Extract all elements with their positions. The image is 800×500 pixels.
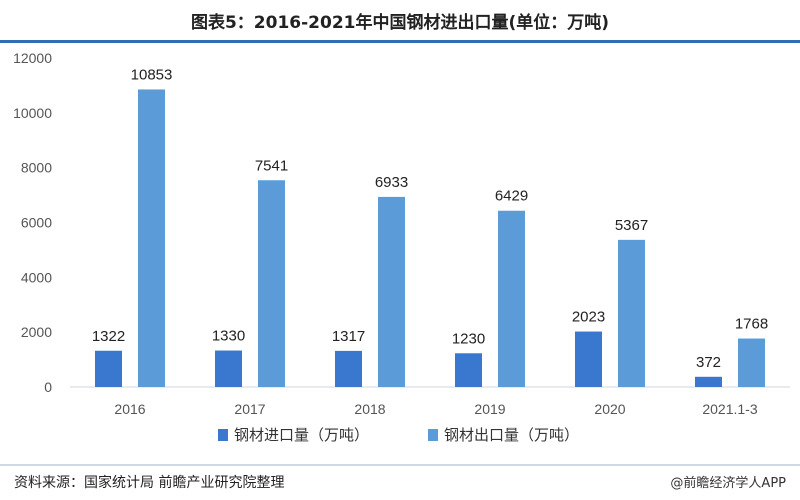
y-tick-label: 2000	[21, 324, 52, 340]
export-bar	[738, 338, 765, 387]
export-value-label: 1768	[735, 316, 768, 333]
y-tick-label: 0	[44, 379, 52, 395]
x-tick-label: 2017	[234, 401, 265, 417]
import-bar	[215, 350, 242, 387]
export-value-label: 10853	[131, 66, 173, 83]
export-bar	[138, 89, 165, 388]
y-tick-label: 6000	[21, 215, 52, 231]
export-bar	[378, 196, 405, 387]
import-value-label: 1317	[332, 328, 365, 345]
export-value-label: 6933	[375, 174, 408, 191]
title-divider	[0, 40, 800, 43]
y-tick-label: 8000	[21, 160, 52, 176]
credit-note: @前瞻经济学人APP	[670, 476, 786, 491]
export-value-label: 7541	[255, 157, 288, 174]
legend-label: 钢材进口量（万吨）	[234, 426, 369, 444]
chart-title: 图表5：2016-2021年中国钢材进出口量(单位：万吨)	[190, 12, 610, 33]
import-value-label: 1230	[452, 330, 485, 347]
export-value-label: 6429	[495, 188, 528, 205]
import-value-label: 2023	[572, 309, 605, 326]
x-tick-label: 2019	[474, 401, 505, 417]
import-bar	[335, 350, 362, 387]
y-tick-label: 12000	[13, 50, 52, 66]
export-bar	[258, 180, 285, 387]
export-bar	[498, 210, 525, 387]
import-bar	[575, 331, 602, 387]
import-bar	[455, 353, 482, 387]
y-tick-label: 4000	[21, 269, 52, 285]
legend-swatch	[218, 429, 228, 441]
x-tick-label: 2018	[354, 401, 385, 417]
source-note: 资料来源：国家统计局 前瞻产业研究院整理	[14, 475, 285, 491]
y-tick-label: 10000	[13, 105, 52, 121]
legend-swatch	[428, 429, 438, 441]
x-tick-label: 2021.1-3	[702, 401, 757, 417]
import-bar	[695, 376, 722, 387]
footer-divider	[0, 464, 800, 466]
x-tick-label: 2016	[114, 401, 145, 417]
export-bar	[618, 239, 645, 387]
import-value-label: 1330	[212, 328, 245, 345]
import-value-label: 1322	[92, 328, 125, 345]
x-tick-label: 2020	[594, 401, 625, 417]
import-value-label: 372	[696, 354, 721, 371]
legend-label: 钢材出口量（万吨）	[444, 426, 579, 444]
export-value-label: 5367	[615, 217, 648, 234]
import-bar	[95, 350, 122, 387]
